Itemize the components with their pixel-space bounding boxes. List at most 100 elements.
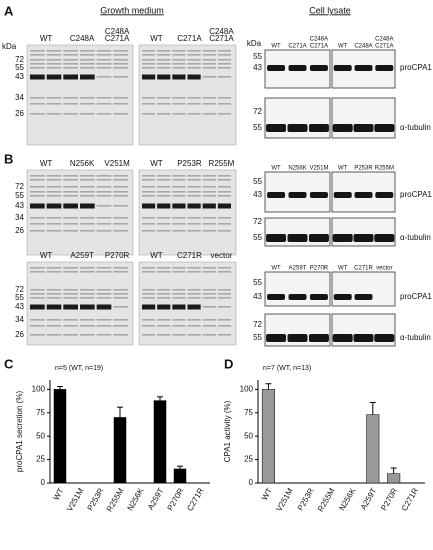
- gel-band: [46, 63, 62, 65]
- lane-label: C271R: [177, 251, 202, 260]
- gel-band: [30, 325, 45, 327]
- gel-band: [172, 195, 186, 197]
- lane-label: C271A: [209, 34, 234, 43]
- gel-band: [187, 223, 201, 225]
- blot-band: [353, 334, 374, 342]
- blot-band: [332, 124, 353, 132]
- gel-band: [63, 223, 78, 225]
- x-tick-label: P253R: [296, 486, 316, 512]
- gel-band: [63, 230, 78, 232]
- gel-band: [46, 319, 62, 321]
- lane-label: P253R: [354, 166, 373, 172]
- gel-band: [113, 67, 128, 69]
- blot-band: [287, 234, 308, 242]
- blot-band: [374, 334, 395, 342]
- blot-band: [267, 294, 286, 300]
- lane-label: A259T: [70, 251, 94, 260]
- gel-band: [46, 267, 62, 269]
- gel-band: [63, 293, 78, 295]
- gel-band: [202, 271, 216, 273]
- gel-band: [80, 223, 95, 225]
- blot-band: [332, 234, 353, 242]
- marker-label: 34: [15, 93, 24, 102]
- gel-band: [96, 217, 112, 219]
- gel-band: [157, 297, 171, 299]
- gel-band: [96, 319, 112, 321]
- gel-band: [157, 217, 171, 219]
- gel-band: [187, 293, 201, 295]
- gel-band: [217, 54, 231, 56]
- gel-band: [96, 297, 112, 299]
- gel-band: [157, 59, 171, 61]
- gel-band: [96, 186, 112, 188]
- lane-label: P253R: [177, 159, 202, 168]
- lane-label: C248A: [70, 34, 95, 43]
- gel-band: [113, 319, 128, 321]
- gel-band: [46, 186, 62, 188]
- gel-band: [202, 325, 216, 327]
- gel-band: [96, 230, 112, 232]
- gel-band: [142, 319, 156, 321]
- gel-band: [217, 175, 231, 177]
- gel-band: [202, 319, 216, 321]
- x-tick-label: N256K: [126, 486, 146, 512]
- lane-label: C248A: [310, 37, 328, 43]
- gel-band: [217, 191, 231, 193]
- gel-band: [113, 54, 128, 56]
- lane-label: V251M: [309, 166, 328, 172]
- gel-band: [80, 54, 95, 56]
- gel-band: [63, 63, 78, 65]
- blot-band: [287, 124, 308, 132]
- gel-band: [63, 97, 78, 99]
- gel-band: [113, 97, 128, 99]
- gel-band: [30, 319, 45, 321]
- gel-band: [80, 175, 95, 177]
- gel-band: [217, 186, 231, 188]
- gel-band: [46, 179, 62, 181]
- gel-band: [202, 103, 216, 105]
- gel-band: [142, 334, 156, 336]
- panel-label: D: [224, 356, 233, 371]
- blot-band: [266, 234, 287, 242]
- blot-band: [267, 192, 286, 198]
- gel-band: [172, 267, 186, 269]
- gel-band: [63, 203, 78, 209]
- lane-label: WT: [40, 159, 53, 168]
- gel-band: [187, 334, 201, 336]
- x-tick-label: P270R: [166, 486, 186, 512]
- gel-band: [142, 223, 156, 225]
- gel-band: [202, 54, 216, 56]
- y-tick-label: 0: [41, 478, 46, 487]
- annotation: n=7 (WT, n=13): [263, 365, 311, 372]
- lane-label: WT: [150, 34, 163, 43]
- gel-band: [187, 203, 201, 209]
- y-tick-label: 75: [244, 408, 253, 417]
- gel-band: [113, 217, 128, 219]
- gel-band: [217, 230, 231, 232]
- gel-band: [80, 113, 95, 115]
- marker-label: 72: [15, 285, 24, 294]
- y-tick-label: 100: [240, 384, 254, 393]
- gel-band: [217, 319, 231, 321]
- blot-band: [332, 334, 353, 342]
- gel-band: [96, 267, 112, 269]
- gel-band: [63, 54, 78, 56]
- bar: [261, 389, 275, 484]
- gel-band: [46, 223, 62, 225]
- gel: [26, 261, 134, 346]
- gel-band: [113, 223, 128, 225]
- gel-band: [142, 203, 156, 209]
- lane-label: vector: [376, 266, 392, 272]
- gel-band: [46, 297, 62, 299]
- gel-band: [142, 230, 156, 232]
- marker-label: 34: [15, 213, 24, 222]
- blot-name: α-tubulin: [400, 233, 431, 242]
- gel-band: [46, 293, 62, 295]
- gel-band: [63, 175, 78, 177]
- marker-label: 72: [15, 182, 24, 191]
- gel-band: [46, 304, 62, 310]
- gel-band: [96, 103, 112, 105]
- gel-band: [172, 179, 186, 181]
- gel-band: [157, 223, 171, 225]
